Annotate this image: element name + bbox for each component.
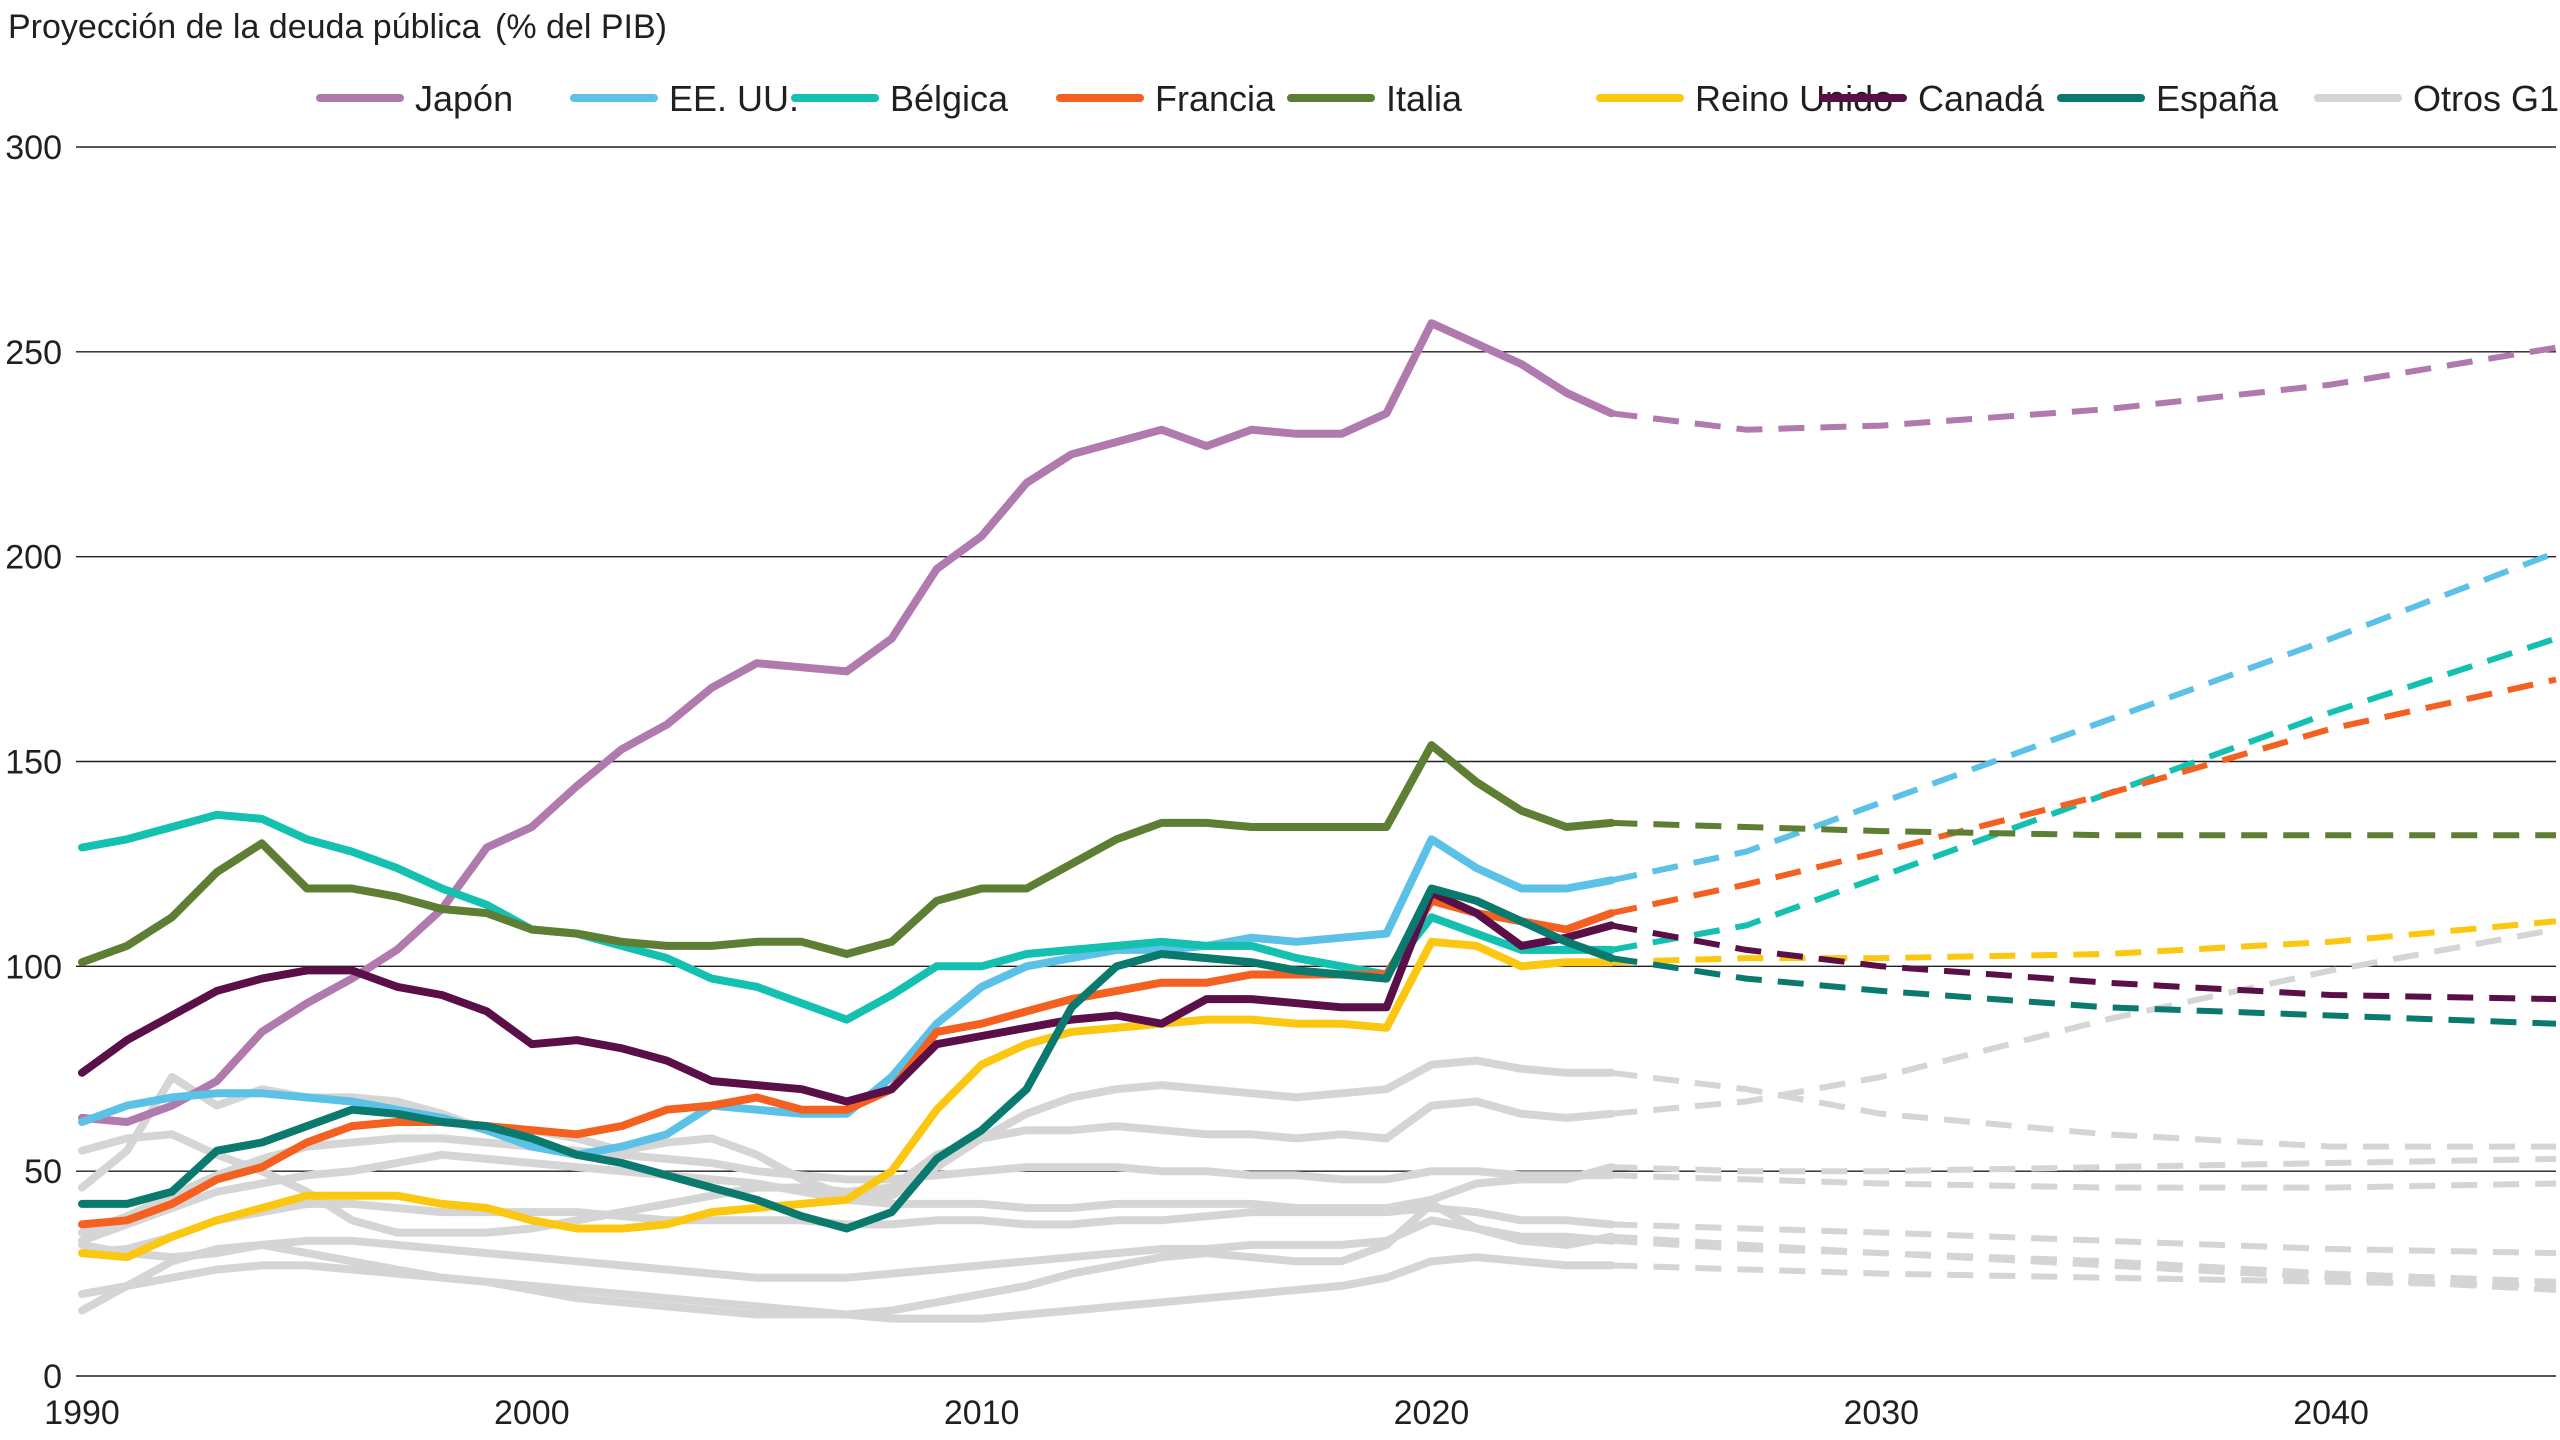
series-5 bbox=[78, 918, 2557, 1262]
series-5-projection-line bbox=[1611, 918, 2557, 966]
series-10 bbox=[78, 1150, 2557, 1245]
y-tick-label-200: 200 bbox=[5, 539, 62, 577]
series-1-projection-line bbox=[1610, 549, 2558, 884]
legend-item-3: Francia bbox=[1056, 78, 1276, 119]
svg-text:Proyección de la deuda pública: Proyección de la deuda pública (% del PI… bbox=[8, 8, 667, 46]
series-8-projection-line bbox=[1611, 1069, 2556, 1150]
series-12-projection-line bbox=[1611, 1172, 2557, 1191]
legend-label-4: Italia bbox=[1386, 78, 1463, 119]
y-tick-label-250: 250 bbox=[5, 334, 62, 372]
legend-item-1: EE. UU. bbox=[570, 78, 799, 119]
series-12-historical-line bbox=[78, 1134, 1616, 1237]
x-axis-tick-labels: 1990 2000 2010 2020 2030 2040 bbox=[44, 1394, 2369, 1432]
series-12 bbox=[78, 1134, 2557, 1237]
legend-label-2: Bélgica bbox=[890, 78, 1009, 119]
series-7-projection-line bbox=[1610, 955, 2557, 1027]
legend-item-8: Otros G10 bbox=[2314, 78, 2560, 119]
legend-item-2: Bélgica bbox=[791, 78, 1009, 119]
series-9 bbox=[78, 926, 2557, 1237]
series-13-historical-line bbox=[78, 1216, 1616, 1282]
series-6-historical-line bbox=[78, 888, 1616, 1106]
series-6 bbox=[78, 888, 2557, 1106]
series-3-projection-line bbox=[1610, 676, 2557, 917]
y-tick-label-150: 150 bbox=[5, 744, 62, 782]
x-tick-label-1990: 1990 bbox=[44, 1394, 120, 1432]
legend-label-0: Japón bbox=[415, 78, 513, 119]
legend-label-8: Otros G10 bbox=[2413, 78, 2560, 119]
series-0-projection-line bbox=[1611, 344, 2557, 433]
chart-title-main: Proyección de la deuda pública bbox=[8, 8, 481, 46]
series-7 bbox=[78, 884, 2557, 1233]
legend: Japón EE. UU. Bélgica Francia Italia Reino Un… bbox=[316, 78, 2560, 119]
series-11-projection-line bbox=[1611, 1221, 2557, 1257]
legend-label-7: España bbox=[2156, 78, 2279, 119]
x-tick-label-2030: 2030 bbox=[1843, 1394, 1919, 1432]
series-15 bbox=[78, 1253, 2557, 1323]
series-2-historical-line bbox=[78, 810, 1616, 1024]
legend-item-7: España bbox=[2057, 78, 2279, 119]
series-4-projection-line bbox=[1611, 819, 2556, 839]
series-5-historical-line bbox=[78, 937, 1616, 1262]
legend-label-6: Canadá bbox=[1918, 78, 2045, 119]
y-axis-tick-labels: 0 50 100 150 200 250 300 bbox=[5, 129, 62, 1396]
series-9-historical-line bbox=[78, 1097, 1616, 1237]
y-tick-label-300: 300 bbox=[5, 129, 62, 167]
series-1-historical-line bbox=[78, 835, 1616, 1159]
chart-title-units: (% del PIB) bbox=[495, 8, 667, 46]
y-tick-label-100: 100 bbox=[5, 948, 62, 986]
legend-item-0: Japón bbox=[316, 78, 513, 119]
legend-item-4: Italia bbox=[1287, 78, 1463, 119]
x-tick-label-2040: 2040 bbox=[2293, 1394, 2369, 1432]
chart-title: Proyección de la deuda pública (% del PI… bbox=[8, 8, 667, 46]
series-10-projection-line bbox=[1611, 1155, 2557, 1175]
legend-label-3: Francia bbox=[1155, 78, 1276, 119]
series-4 bbox=[78, 741, 2556, 967]
series-4-historical-line bbox=[78, 741, 1616, 967]
series-0 bbox=[78, 319, 2557, 1126]
legend-label-1: EE. UU. bbox=[669, 78, 799, 119]
legend-item-6: Canadá bbox=[1819, 78, 2045, 119]
x-tick-label-2020: 2020 bbox=[1394, 1394, 1470, 1432]
y-tick-label-50: 50 bbox=[24, 1153, 62, 1191]
series-7-historical-line bbox=[78, 884, 1616, 1233]
series-6-projection-line bbox=[1610, 922, 2557, 1003]
series-14 bbox=[78, 1199, 2557, 1319]
grid-lines bbox=[76, 146, 2556, 1377]
x-tick-label-2000: 2000 bbox=[494, 1394, 570, 1432]
series-1 bbox=[78, 549, 2558, 1159]
series-15-historical-line bbox=[78, 1253, 1616, 1323]
series-9-projection-line bbox=[1611, 926, 2557, 1117]
x-tick-label-2010: 2010 bbox=[944, 1394, 1020, 1432]
y-tick-label-0: 0 bbox=[43, 1358, 62, 1396]
series-0-historical-line bbox=[78, 319, 1616, 1126]
series-15-projection-line bbox=[1611, 1262, 2557, 1289]
series-2-projection-line bbox=[1610, 635, 2557, 953]
series-lines bbox=[78, 319, 2558, 1323]
